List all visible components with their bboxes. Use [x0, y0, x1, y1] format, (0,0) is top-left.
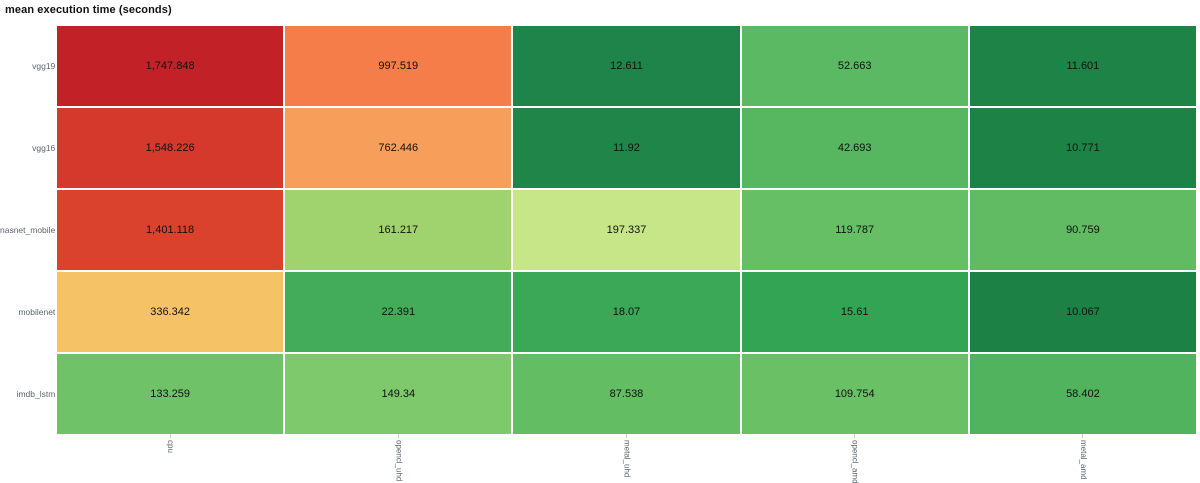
cell-value: 1,747.848: [145, 60, 195, 72]
heatmap-cell[interactable]: 1,548.226: [57, 108, 284, 188]
heatmap-cell[interactable]: 109.754: [741, 354, 968, 434]
x-axis-tick: [854, 434, 856, 438]
x-axis-label: cpu: [166, 440, 176, 453]
cell-value: 58.402: [1066, 388, 1100, 400]
cell-value: 149.34: [381, 388, 416, 400]
x-axis-label: metal_amd: [1078, 440, 1088, 480]
cell-value: 133.259: [150, 388, 190, 400]
cell-value: 161.217: [378, 224, 419, 236]
heatmap-cell[interactable]: 336.342: [57, 272, 284, 352]
cell-value: 87.538: [609, 388, 644, 400]
chart-title: mean execution time (seconds): [5, 4, 172, 16]
cell-value: 10.771: [1066, 142, 1100, 154]
x-axis-label: metal_uhd: [622, 440, 632, 478]
heatmap-cell[interactable]: 133.259: [57, 354, 284, 434]
y-axis-label: vgg16: [32, 143, 56, 153]
cell-value: 12.611: [610, 60, 643, 72]
cell-value: 762.446: [378, 142, 419, 154]
x-axis-label-col: opencl_amd: [742, 434, 968, 483]
cell-value: 997.519: [378, 60, 419, 72]
heatmap-cell[interactable]: 161.217: [285, 190, 512, 270]
x-axis-tick: [169, 434, 171, 438]
y-axis-label: imdb_lstm: [16, 389, 56, 399]
x-axis-label-col: opencl_uhd: [285, 434, 511, 483]
cell-value: 119.787: [835, 224, 875, 236]
y-axis-label-row: mobilenet: [0, 272, 63, 352]
heatmap-cell[interactable]: 87.538: [513, 354, 740, 434]
heatmap-cell[interactable]: 12.611: [513, 26, 740, 106]
x-axis-tick: [625, 434, 627, 438]
heatmap-cell[interactable]: 997.519: [285, 26, 512, 106]
x-axis-label: opencl_uhd: [394, 440, 404, 482]
x-axis-tick: [1082, 434, 1084, 438]
x-axis-tick: [397, 434, 399, 438]
cell-value: 109.754: [834, 388, 875, 400]
heatmap-cell[interactable]: 119.787: [741, 190, 968, 270]
x-axis-label: opencl_amd: [850, 440, 860, 483]
heatmap-cell[interactable]: 10.067: [969, 272, 1196, 352]
cell-value: 1,548.226: [145, 142, 195, 154]
y-axis-label: nasnet_mobile: [0, 225, 56, 235]
heatmap-grid: 1,747.848 997.519 12.611 52.663 11.601 1,548.…: [57, 26, 1196, 434]
heatmap-cell[interactable]: 1,401.118: [57, 190, 284, 270]
heatmap-cell[interactable]: 11.92: [513, 108, 740, 188]
cell-value: 52.663: [837, 60, 872, 72]
cell-value: 90.759: [1066, 224, 1100, 236]
y-axis-label-row: imdb_lstm: [0, 354, 63, 434]
cell-value: 18.07: [612, 306, 641, 318]
y-axis-label-row: vgg16: [0, 108, 63, 188]
cell-value: 336.342: [150, 306, 190, 318]
heatmap-cell[interactable]: 762.446: [285, 108, 512, 188]
heatmap-cell[interactable]: 10.771: [969, 108, 1196, 188]
x-axis-labels: cpu opencl_uhd metal_uhd opencl_amd metal_am…: [57, 434, 1196, 483]
y-axis-labels: vgg19 vgg16 nasnet_mobile mobilenet imdb_lst…: [0, 26, 63, 434]
x-axis-label-col: metal_uhd: [513, 434, 739, 483]
heatmap-cell[interactable]: 11.601: [969, 26, 1196, 106]
heatmap-cell[interactable]: 15.61: [741, 272, 968, 352]
heatmap-cell[interactable]: 52.663: [741, 26, 968, 106]
y-axis-label: mobilenet: [18, 307, 56, 317]
y-axis-label-row: vgg19: [0, 26, 63, 106]
heatmap-cell[interactable]: 1,747.848: [57, 26, 284, 106]
y-axis-label-row: nasnet_mobile: [0, 190, 63, 270]
cell-value: 15.61: [840, 306, 869, 318]
cell-value: 22.391: [381, 306, 416, 318]
cell-value: 11.92: [613, 142, 640, 154]
heatmap-cell[interactable]: 42.693: [741, 108, 968, 188]
heatmap-cell[interactable]: 149.34: [285, 354, 512, 434]
heatmap-cell[interactable]: 18.07: [513, 272, 740, 352]
cell-value: 197.337: [606, 224, 647, 236]
heatmap-cell[interactable]: 197.337: [513, 190, 740, 270]
heatmap-cell[interactable]: 58.402: [969, 354, 1196, 434]
heatmap-cell[interactable]: 22.391: [285, 272, 512, 352]
x-axis-label-col: cpu: [57, 434, 283, 483]
cell-value: 10.067: [1066, 306, 1100, 318]
cell-value: 1,401.118: [146, 224, 195, 236]
x-axis-label-col: metal_amd: [970, 434, 1196, 483]
heatmap-cell[interactable]: 90.759: [969, 190, 1196, 270]
y-axis-label: vgg19: [32, 61, 56, 71]
cell-value: 11.601: [1066, 60, 1100, 72]
cell-value: 42.693: [837, 142, 872, 154]
